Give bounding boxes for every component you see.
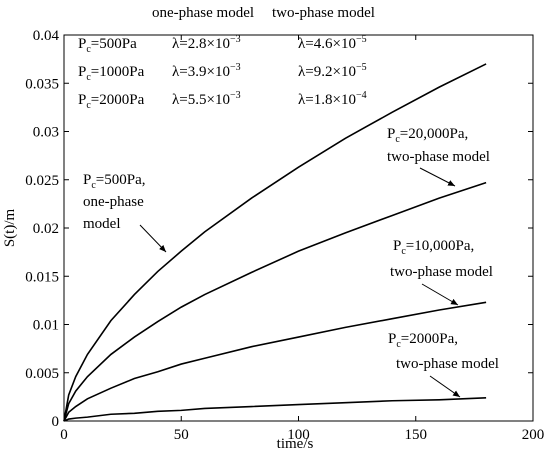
x-tick-label: 200	[522, 427, 545, 443]
y-tick-label: 0.035	[25, 76, 59, 92]
table-cell-part: −3	[230, 34, 241, 45]
annotation-part: P	[388, 331, 396, 347]
y-axis-label: S(t)/m	[2, 209, 18, 248]
table-cell-part: =1000Pa	[91, 64, 145, 80]
table-cell: λ=4.6×10−5	[298, 34, 367, 52]
table-cell-part: −5	[356, 62, 367, 73]
annotation: Pc=20,000Pa,	[387, 126, 468, 145]
table-cell-part: c	[86, 72, 91, 83]
annotation-arrow	[419, 167, 456, 187]
annotation-part: P	[393, 238, 401, 254]
annotation-part: =2000Pa,	[401, 331, 458, 347]
x-tick-label: 0	[60, 427, 68, 443]
annotation-part: c	[396, 339, 401, 350]
table-cell-part: −4	[356, 90, 367, 101]
table-cell-part: λ=3.9×10	[172, 64, 230, 80]
x-tick-label: 150	[405, 427, 428, 443]
y-tick-label: 0.03	[33, 125, 59, 141]
annotation-part: P	[83, 172, 91, 188]
annotation: Pc=10,000Pa,	[393, 238, 474, 257]
annotation: Pc=500Pa,	[83, 172, 146, 191]
table-cell-part: P	[78, 92, 86, 108]
table-cell-part: P	[78, 36, 86, 52]
annotation-part: c	[401, 246, 406, 257]
table-cell-part: =500Pa	[91, 36, 137, 52]
table-header: one-phase model	[152, 5, 254, 21]
curve	[63, 63, 487, 422]
table-cell: λ=2.8×10−3	[172, 34, 241, 52]
annotation-part: two-phase model	[390, 264, 493, 280]
table-cell: λ=5.5×10−3	[172, 90, 241, 108]
curve	[63, 301, 487, 422]
y-tick-label: 0.04	[33, 28, 60, 44]
table-cell-part: −5	[356, 34, 367, 45]
table-cell-part: −3	[230, 62, 241, 73]
table-cell-part: c	[86, 44, 91, 55]
annotation-part: model	[83, 216, 121, 232]
annotation: two-phase model	[390, 264, 493, 280]
annotation: Pc=2000Pa,	[388, 331, 458, 350]
table-cell-part: λ=5.5×10	[172, 92, 230, 108]
table-cell: Pc=500Pa	[78, 36, 137, 55]
annotation-arrow	[421, 283, 459, 306]
annotation-part: =10,000Pa,	[406, 238, 474, 254]
x-tick-label: 100	[287, 427, 310, 443]
table-cell-part: λ=9.2×10	[298, 64, 356, 80]
y-tick-label: 0.01	[33, 318, 59, 334]
table-cell-part: λ=2.8×10	[172, 36, 230, 52]
table-cell: λ=1.8×10−4	[298, 90, 367, 108]
annotation-arrow	[429, 375, 461, 398]
table-cell-part: λ=4.6×10	[298, 36, 356, 52]
y-tick-label: 0.015	[25, 269, 59, 285]
x-axis-label: time/s	[277, 436, 314, 452]
annotation: two-phase model	[387, 149, 490, 165]
y-tick-label: 0.005	[25, 366, 59, 382]
annotation: model	[83, 216, 121, 232]
annotation-part: two-phase model	[387, 149, 490, 165]
curve	[63, 397, 487, 422]
annotation-part: =500Pa,	[96, 172, 146, 188]
table-cell: λ=9.2×10−5	[298, 62, 367, 80]
table-cell-part: −3	[230, 90, 241, 101]
y-tick-label: 0.025	[25, 173, 59, 189]
table-cell-part: P	[78, 64, 86, 80]
annotation-part: =20,000Pa,	[400, 126, 468, 142]
table-cell-part: =2000Pa	[91, 92, 145, 108]
table-cell: Pc=1000Pa	[78, 64, 145, 83]
annotation-arrow	[139, 224, 167, 253]
annotation: two-phase model	[396, 356, 499, 372]
annotation-part: c	[395, 134, 400, 145]
curve	[63, 181, 487, 422]
annotation-part: c	[91, 180, 96, 191]
table-cell: λ=3.9×10−3	[172, 62, 241, 80]
table-cell: Pc=2000Pa	[78, 92, 145, 111]
x-tick-label: 50	[174, 427, 189, 443]
table-header: two-phase model	[272, 5, 375, 21]
annotation-part: one-phase	[83, 194, 144, 210]
annotation-part: P	[387, 126, 395, 142]
table-cell-part: λ=1.8×10	[298, 92, 356, 108]
y-tick-label: 0	[52, 414, 60, 430]
annotation-part: two-phase model	[396, 356, 499, 372]
annotation: one-phase	[83, 194, 144, 210]
table-cell-part: c	[86, 100, 91, 111]
y-tick-label: 0.02	[33, 221, 59, 237]
